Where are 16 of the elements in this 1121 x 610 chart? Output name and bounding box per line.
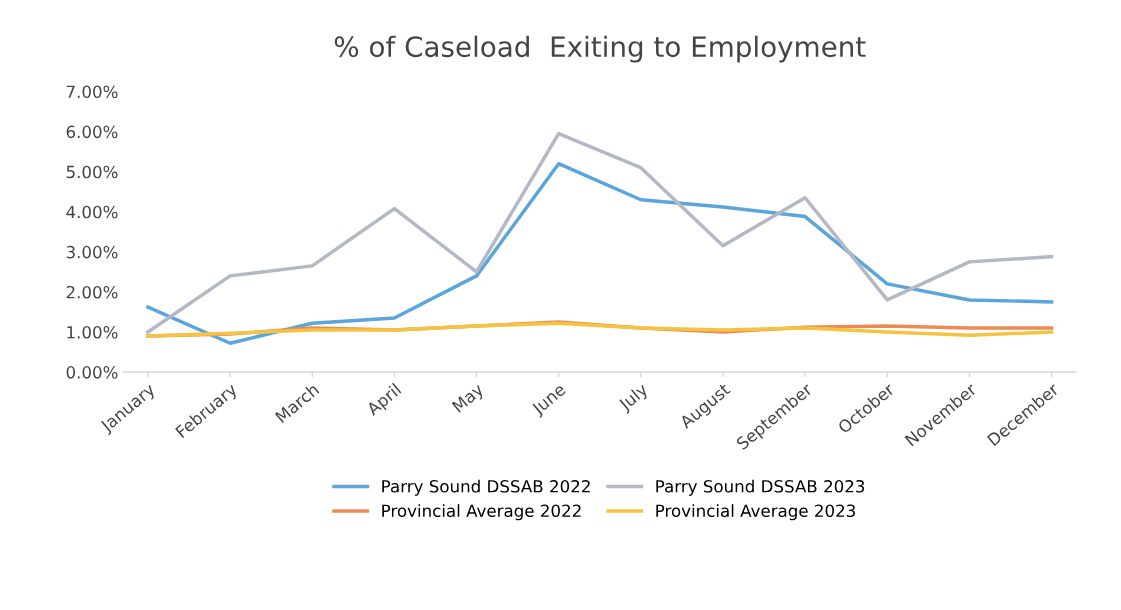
line-series (146, 161, 1054, 345)
line-series (146, 131, 1054, 334)
legend-label: Provincial Average 2022 (382, 504, 581, 521)
y-tick-label: 0.00% (66, 366, 118, 379)
legend-label: Provincial Average 2023 (656, 504, 855, 521)
y-tick-label: 3.00% (66, 245, 118, 259)
y-tick-label: 7.00% (66, 85, 118, 99)
legend-label: Parry Sound DSSAB 2023 (656, 479, 865, 496)
y-tick-label: 5.00% (66, 165, 118, 179)
legend-label: Parry Sound DSSAB 2022 (382, 479, 590, 496)
y-tick-label: 4.00% (66, 205, 118, 219)
x-tick-label: May (451, 382, 487, 416)
y-tick-label: 1.00% (67, 325, 118, 339)
y-tick-label: 6.00% (66, 125, 118, 139)
y-tick-label: 2.00% (66, 285, 118, 299)
chart-title: % of Caseload Exiting to Employment (334, 35, 866, 63)
